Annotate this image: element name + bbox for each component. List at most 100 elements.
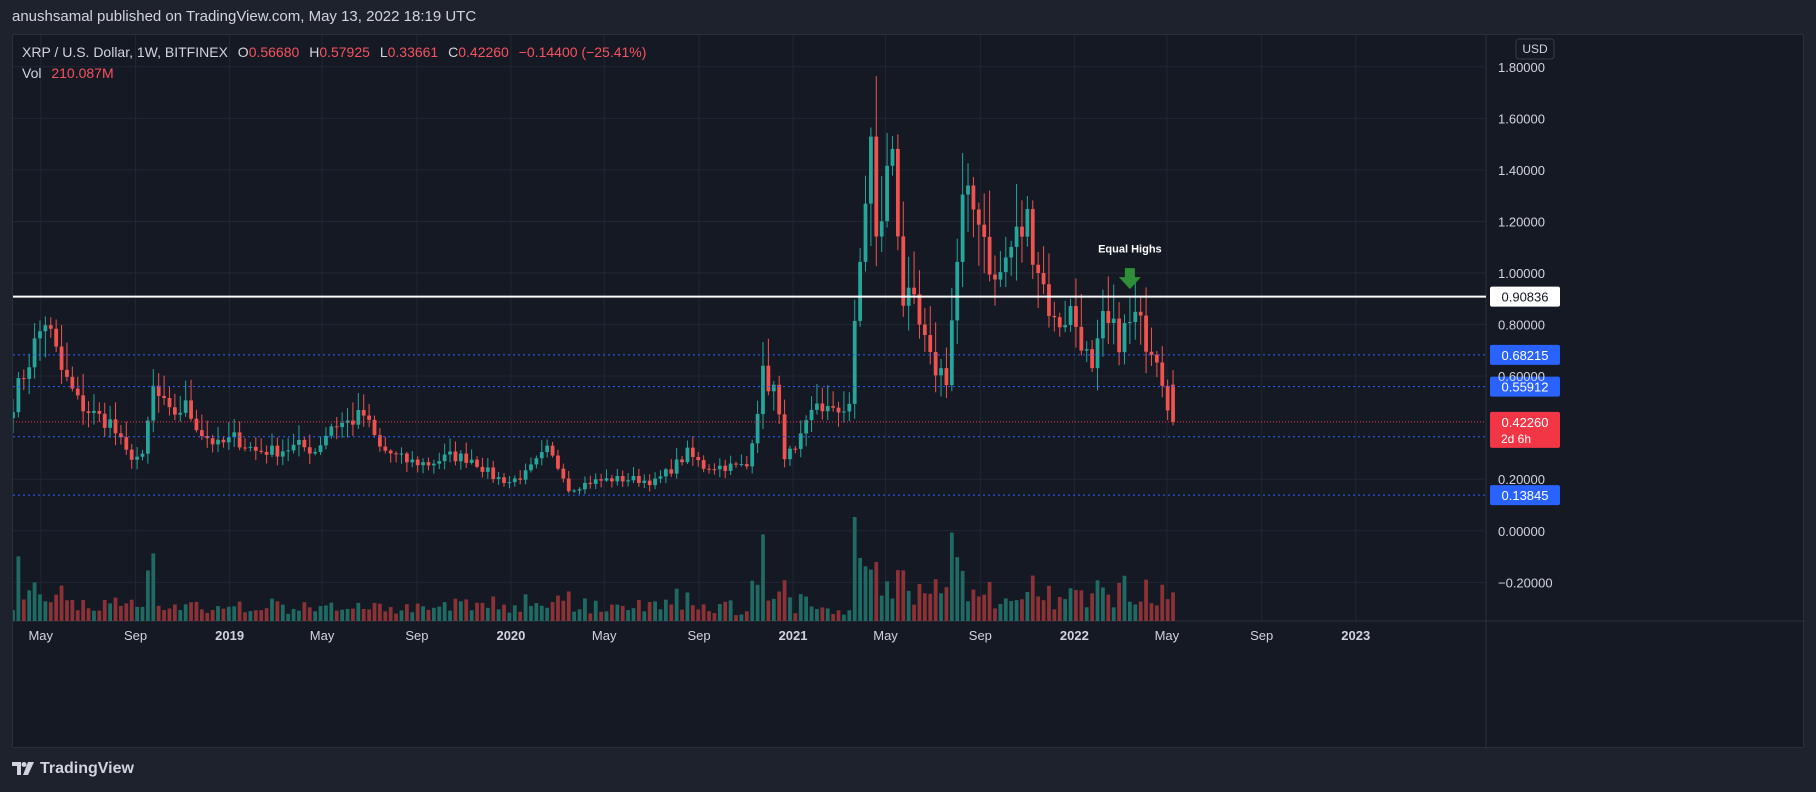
candle-body bbox=[426, 462, 431, 466]
level-badge bbox=[1490, 376, 1560, 397]
volume-bar bbox=[485, 607, 490, 621]
volume-bar bbox=[545, 607, 550, 621]
candle-body bbox=[523, 470, 528, 480]
legend-open-value: 0.56680 bbox=[248, 44, 300, 60]
candle-body bbox=[626, 480, 630, 482]
volume-bar bbox=[1025, 592, 1030, 621]
volume-bar bbox=[1160, 584, 1165, 621]
volume-bar bbox=[356, 602, 361, 621]
x-tick-label: Sep bbox=[687, 628, 710, 643]
volume-bar bbox=[70, 599, 75, 621]
volume-bar bbox=[739, 614, 744, 621]
candle-body bbox=[475, 459, 479, 467]
candle-body bbox=[1052, 315, 1057, 318]
price-chart[interactable]: 0.908360.682150.559120.364660.138450.422… bbox=[13, 35, 1805, 749]
candle-body bbox=[113, 419, 118, 434]
volume-bar bbox=[340, 609, 345, 621]
volume-bar bbox=[388, 607, 393, 621]
volume-bar bbox=[993, 608, 997, 621]
volume-bar bbox=[696, 609, 701, 621]
volume-bar bbox=[685, 592, 690, 621]
candle-body bbox=[1084, 349, 1089, 351]
candle-body bbox=[345, 420, 350, 423]
volume-bar bbox=[264, 608, 269, 621]
volume-bar bbox=[21, 599, 26, 621]
candle-body bbox=[167, 397, 172, 408]
volume-bar bbox=[243, 612, 247, 621]
candle-body bbox=[998, 272, 1003, 280]
candle-body bbox=[81, 395, 86, 412]
candle-body bbox=[572, 490, 577, 492]
candle-body bbox=[253, 446, 258, 451]
candle-body bbox=[27, 367, 32, 379]
candle-body bbox=[717, 465, 722, 470]
volume-bar bbox=[496, 609, 501, 621]
candle-body bbox=[119, 433, 123, 438]
candle-body bbox=[302, 439, 307, 448]
candle-body bbox=[43, 325, 48, 332]
volume-bar bbox=[556, 595, 560, 621]
volume-bar bbox=[631, 608, 636, 621]
candle-body bbox=[431, 463, 436, 466]
volume-bar bbox=[1111, 607, 1116, 621]
candle-body bbox=[1095, 338, 1100, 369]
candle-body bbox=[815, 403, 819, 410]
volume-bar bbox=[324, 605, 328, 621]
volume-bar bbox=[172, 604, 177, 621]
candle-body bbox=[566, 478, 571, 492]
volume-bar bbox=[906, 590, 911, 621]
candle-body bbox=[804, 420, 809, 434]
candle-body bbox=[151, 385, 156, 421]
tradingview-logo[interactable]: TradingView bbox=[12, 760, 134, 778]
tradingview-logo-icon bbox=[12, 762, 34, 775]
volume-bar bbox=[669, 604, 674, 621]
candle-body bbox=[48, 325, 53, 329]
legend-high-value: 0.57925 bbox=[319, 44, 370, 60]
volume-bar bbox=[86, 608, 91, 621]
candle-body bbox=[421, 462, 425, 466]
currency-button-label[interactable]: USD bbox=[1522, 42, 1548, 56]
volume-bar bbox=[437, 606, 442, 621]
volume-bar bbox=[221, 608, 226, 621]
volume-bar bbox=[372, 602, 377, 621]
candle-body bbox=[361, 409, 366, 416]
volume-bar bbox=[259, 610, 264, 621]
candle-body bbox=[1128, 322, 1132, 324]
candle-body bbox=[410, 459, 415, 463]
chart-frame[interactable]: 0.908360.682150.559120.364660.138450.422… bbox=[12, 34, 1805, 749]
candle-body bbox=[842, 411, 846, 413]
candle-body bbox=[647, 480, 652, 486]
volume-bar bbox=[383, 611, 388, 621]
countdown-label: 2d 6h bbox=[1501, 432, 1531, 446]
volume-bar bbox=[378, 603, 382, 621]
volume-bar bbox=[717, 604, 722, 621]
candle-body bbox=[1117, 318, 1121, 353]
candle-body bbox=[162, 395, 166, 398]
volume-bar bbox=[92, 610, 96, 621]
candle-body bbox=[728, 463, 733, 471]
candle-body bbox=[199, 430, 204, 436]
volume-bar bbox=[205, 612, 210, 621]
candle-body bbox=[966, 185, 970, 195]
currency-button[interactable] bbox=[1515, 38, 1555, 60]
candle-body bbox=[86, 411, 91, 413]
volume-bar bbox=[189, 602, 193, 621]
volume-bar bbox=[54, 594, 59, 621]
candle-body bbox=[102, 413, 107, 428]
volume-bar bbox=[583, 598, 587, 621]
volume-bar bbox=[275, 601, 280, 621]
legend-low-label: L bbox=[379, 44, 388, 60]
candle-body bbox=[944, 368, 949, 386]
volume-bar bbox=[248, 611, 253, 621]
volume-bar bbox=[842, 614, 846, 621]
last-price-label: 0.42260 bbox=[1502, 415, 1549, 430]
candle-body bbox=[194, 418, 199, 431]
volume-bar bbox=[847, 610, 852, 621]
candle-body bbox=[146, 420, 150, 454]
candle-body bbox=[825, 406, 830, 412]
volume-bar bbox=[226, 606, 231, 621]
volume-bar bbox=[863, 566, 868, 621]
legend-symbol[interactable]: XRP / U.S. Dollar, 1W, BITFINEX bbox=[22, 44, 228, 60]
x-tick-label: Sep bbox=[405, 628, 428, 643]
candle-body bbox=[685, 447, 690, 463]
